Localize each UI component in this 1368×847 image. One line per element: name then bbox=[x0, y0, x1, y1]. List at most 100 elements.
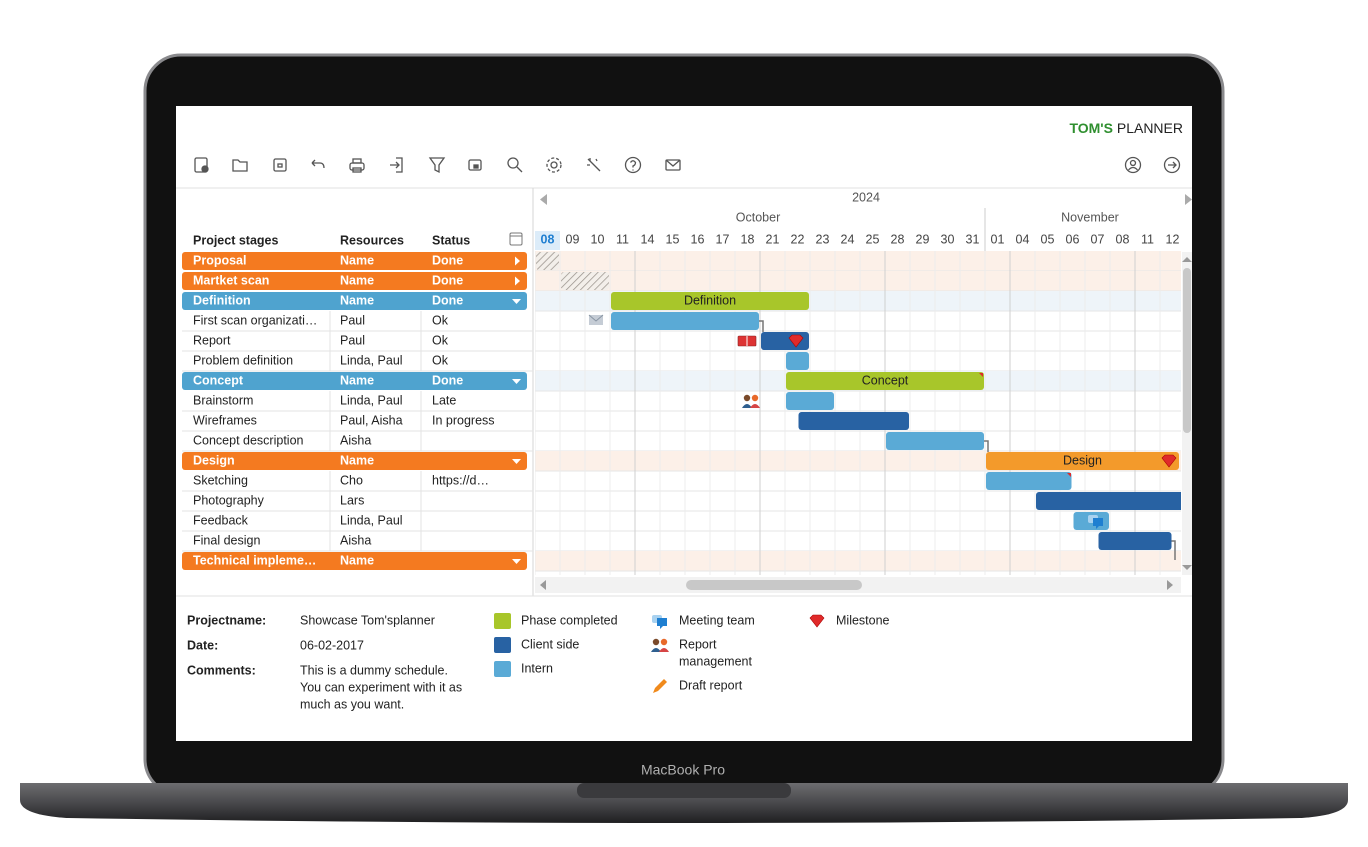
next-button[interactable] bbox=[1185, 194, 1192, 205]
toolbar-button[interactable] bbox=[1124, 156, 1142, 174]
hatched-bar[interactable] bbox=[536, 252, 559, 270]
gantt-body: 08 09 10 11 14 15 16 17 18 21 22 23 24 25 28 29 30 31 01 04… bbox=[535, 231, 1184, 575]
task-bar[interactable] bbox=[611, 312, 759, 330]
cell: Name bbox=[340, 373, 374, 387]
toolbar-button[interactable] bbox=[232, 159, 248, 172]
legend-swatch bbox=[494, 661, 511, 677]
toolbar-button[interactable] bbox=[665, 159, 681, 171]
legend-label: management bbox=[679, 654, 752, 668]
day-label: 24 bbox=[841, 232, 855, 246]
month-label: October bbox=[736, 210, 780, 224]
toolbar-button[interactable] bbox=[1163, 156, 1181, 174]
legend-label: Client side bbox=[521, 637, 579, 651]
brand[interactable]: TOM'S PLANNER bbox=[1069, 120, 1183, 136]
collapse-arrow[interactable] bbox=[512, 459, 521, 464]
task-bar[interactable] bbox=[761, 332, 809, 350]
phase-row[interactable] bbox=[182, 452, 527, 470]
person-icon bbox=[742, 404, 752, 408]
icon-shape bbox=[516, 166, 523, 173]
toolbar-button[interactable] bbox=[428, 157, 446, 174]
chat-icon bbox=[657, 618, 667, 629]
task-bar[interactable] bbox=[611, 292, 809, 310]
legend-label: Phase completed bbox=[521, 613, 618, 627]
scroll-left[interactable] bbox=[540, 580, 546, 590]
screen bbox=[176, 106, 1192, 741]
scroll-up[interactable] bbox=[1182, 257, 1192, 262]
icon-shape bbox=[587, 158, 598, 166]
day-label: 15 bbox=[666, 232, 680, 246]
field-value: much as you want. bbox=[300, 697, 404, 711]
cell: Ok bbox=[432, 313, 449, 327]
task-bar[interactable] bbox=[786, 372, 984, 390]
toolbar-button[interactable] bbox=[468, 159, 482, 171]
scroll-down[interactable] bbox=[1182, 565, 1192, 570]
toolbar-button[interactable] bbox=[349, 158, 365, 173]
vertical-thumb[interactable] bbox=[1183, 268, 1191, 433]
toolbar-button[interactable] bbox=[390, 157, 403, 173]
milestone-icon bbox=[809, 614, 825, 628]
icon-shape bbox=[1124, 156, 1142, 174]
collapse-arrow[interactable] bbox=[512, 559, 521, 564]
cell: Aisha bbox=[340, 533, 371, 547]
day-label: 29 bbox=[916, 232, 930, 246]
toolbar-button[interactable] bbox=[311, 159, 325, 169]
collapse-arrow[interactable] bbox=[512, 299, 521, 304]
horizontal-thumb[interactable] bbox=[686, 580, 862, 590]
cell: Lars bbox=[340, 493, 364, 507]
task-bar[interactable] bbox=[798, 412, 910, 430]
cell: Linda, Paul bbox=[340, 393, 403, 407]
scroll-right[interactable] bbox=[1167, 580, 1173, 590]
day-label: 31 bbox=[966, 232, 980, 246]
day-label: 06 bbox=[1066, 232, 1080, 246]
toolbar-button[interactable] bbox=[624, 156, 642, 174]
task-table: Project stages Resources Status Proposal Nam… bbox=[182, 232, 533, 570]
icon-shape bbox=[624, 156, 642, 174]
phase-row[interactable] bbox=[182, 292, 527, 310]
mail-icon bbox=[588, 314, 604, 322]
cell: Paul bbox=[340, 313, 365, 327]
icon-shape bbox=[311, 159, 325, 169]
calendar-button[interactable] bbox=[509, 232, 523, 246]
collapse-arrow[interactable] bbox=[512, 379, 521, 384]
cell: Done bbox=[432, 293, 463, 307]
toolbar-button[interactable] bbox=[546, 157, 562, 173]
icon-shape bbox=[232, 159, 248, 172]
phase-row[interactable] bbox=[182, 372, 527, 390]
legend-swatch bbox=[494, 613, 511, 629]
toolbar-button[interactable] bbox=[507, 157, 523, 173]
brand-strong: TOM'S bbox=[1069, 120, 1113, 136]
phase-row[interactable] bbox=[182, 272, 527, 290]
task-bar[interactable] bbox=[986, 452, 1179, 470]
task-bar[interactable] bbox=[786, 392, 834, 410]
toolbar bbox=[194, 156, 1181, 174]
expand-arrow[interactable] bbox=[515, 276, 520, 286]
icon-shape bbox=[1129, 159, 1137, 167]
legend-label: Draft report bbox=[679, 678, 743, 692]
field-value: You can experiment with it as bbox=[300, 680, 462, 694]
toolbar-button[interactable] bbox=[273, 158, 287, 172]
expand-arrow[interactable] bbox=[515, 256, 520, 266]
day-label: 08 bbox=[541, 232, 555, 246]
prev-button[interactable] bbox=[540, 194, 547, 205]
task-bar[interactable] bbox=[1036, 492, 1184, 510]
hatched-bar[interactable] bbox=[561, 272, 609, 290]
cell: Design bbox=[193, 453, 235, 467]
field-value: 06-02-2017 bbox=[300, 638, 364, 652]
toolbar-button[interactable] bbox=[194, 157, 209, 173]
task-bar[interactable] bbox=[886, 432, 984, 450]
phase-row[interactable] bbox=[182, 252, 527, 270]
icon-shape bbox=[468, 159, 482, 171]
day-label: 30 bbox=[941, 232, 955, 246]
day-label: 11 bbox=[1141, 232, 1154, 246]
task-bar[interactable] bbox=[1098, 532, 1172, 550]
cell: Cho bbox=[340, 473, 363, 487]
icon-shape bbox=[546, 157, 562, 173]
task-bar[interactable] bbox=[786, 352, 809, 370]
pencil-icon bbox=[653, 679, 667, 693]
dependency-line bbox=[1171, 540, 1176, 560]
toolbar-button[interactable] bbox=[587, 158, 601, 172]
phase-row[interactable] bbox=[182, 552, 527, 570]
task-bar[interactable] bbox=[986, 472, 1072, 490]
field-label: Comments: bbox=[187, 663, 256, 677]
